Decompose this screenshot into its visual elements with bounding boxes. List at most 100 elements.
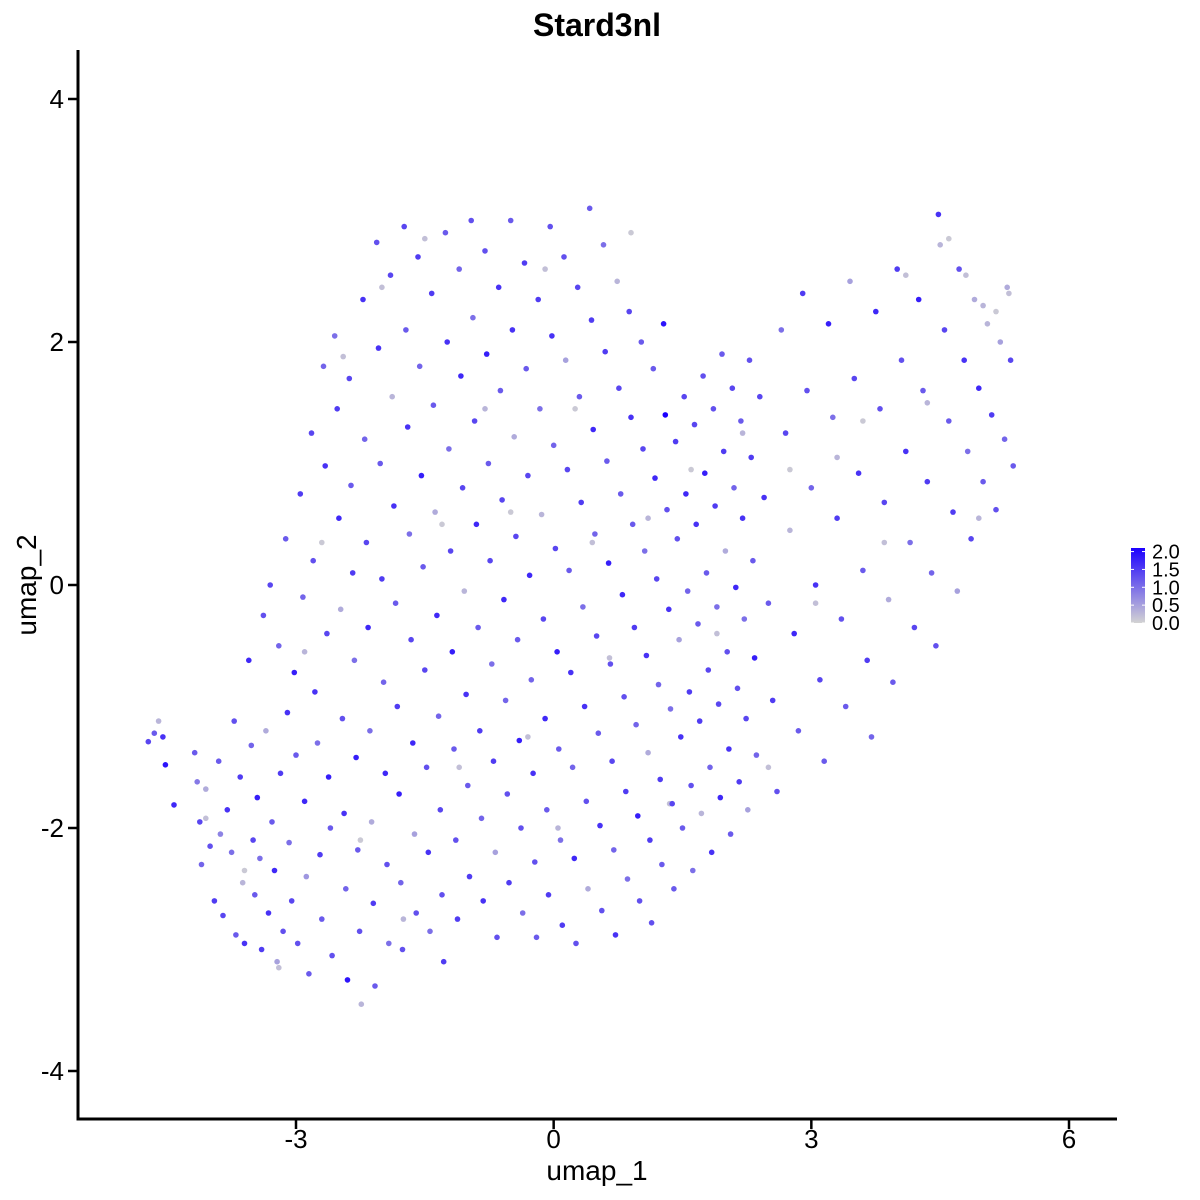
scatter-point [741,616,748,622]
scatter-point [557,837,564,843]
scatter-point [444,339,451,345]
scatter-point [231,718,237,724]
x-tick-label: 3 [804,1124,818,1154]
y-tick-label: 2 [50,327,64,357]
scatter-point [574,284,581,291]
scatter-point [817,677,823,683]
scatter-point [645,749,651,756]
scatter-point [459,485,466,491]
scatter-point [690,867,696,874]
scatter-point [513,533,519,540]
scatter-point [812,582,819,588]
scatter-point [525,472,531,479]
scatter-point [329,952,335,959]
scatter-point [521,260,528,266]
scatter-point [736,779,742,785]
scatter-point [787,466,793,473]
x-axis-label: umap_1 [546,1155,647,1186]
scatter-point [956,266,962,272]
scatter-point [727,831,734,837]
scatter-point [941,327,948,333]
scatter-point [678,734,684,740]
scatter-point [461,588,468,594]
scatter-point [652,475,658,481]
scatter-point [483,351,490,357]
scatter-point [1007,357,1014,364]
scatter-point [416,363,423,370]
scatter-point [294,940,301,947]
scatter-point [1010,463,1016,469]
scatter-point [666,606,672,613]
scatter-point [647,837,653,843]
scatter-point [881,499,888,506]
scatter-point [162,762,169,768]
scatter-point [961,357,967,364]
scatter-point [545,892,552,898]
scatter-point [220,912,226,919]
scatter-point [540,616,547,622]
scatter-point [626,308,632,315]
scatter-point [739,430,746,436]
scatter-point [471,418,478,424]
scatter-point [422,235,428,242]
scatter-point [791,630,797,637]
scatter-point [375,345,382,351]
scatter-point [399,946,406,953]
scatter-point [671,886,677,892]
scatter-point [628,229,634,236]
scatter-point [427,928,433,935]
scatter-point [340,353,347,360]
scatter-point [526,572,533,579]
scatter-point [726,746,732,752]
scatter-point [688,782,694,789]
scatter-point [271,867,278,874]
scatter-point [924,400,931,406]
scatter-point [160,734,166,740]
scatter-point [514,636,521,643]
scatter-point [799,290,806,297]
scatter-point [325,774,332,780]
scatter-point [778,327,785,333]
scatter-point [679,825,686,831]
scatter-point [365,624,371,631]
scatter-point [533,934,540,941]
scatter-point [745,807,751,813]
scatter-point [573,940,579,947]
scatter-point [277,770,284,777]
scatter-point [300,594,306,600]
scatter-point [572,406,578,412]
scatter-point [739,515,746,521]
scatter-point [322,463,329,469]
scatter-point [924,478,931,485]
scatter-point [812,600,819,606]
scatter-point [343,886,349,892]
scatter-point [367,728,373,734]
scatter-point [696,718,703,724]
colorbar-tick-label: 1.0 [1152,577,1180,599]
scatter-point [605,560,612,566]
scatter-point [437,807,444,813]
scatter-point [664,506,670,513]
scatter-point [588,317,595,323]
scatter-point [449,649,456,655]
scatter-point [561,254,567,260]
scatter-point [442,229,449,236]
scatter-point [580,604,586,610]
colorbar [1131,548,1145,623]
scatter-point [511,434,517,440]
scatter-point [964,448,971,455]
scatter-point [589,539,596,546]
scatter-point [720,448,727,455]
scatter-point [239,879,246,886]
scatter-point [655,681,662,688]
scatter-point [703,570,710,576]
scatter-point [838,616,845,622]
scatter-point [614,278,620,285]
scatter-point [356,928,363,935]
scatter-point [724,649,730,655]
scatter-point [482,406,488,412]
scatter-point [616,385,622,392]
scatter-point [258,946,265,953]
scatter-point [731,485,737,491]
